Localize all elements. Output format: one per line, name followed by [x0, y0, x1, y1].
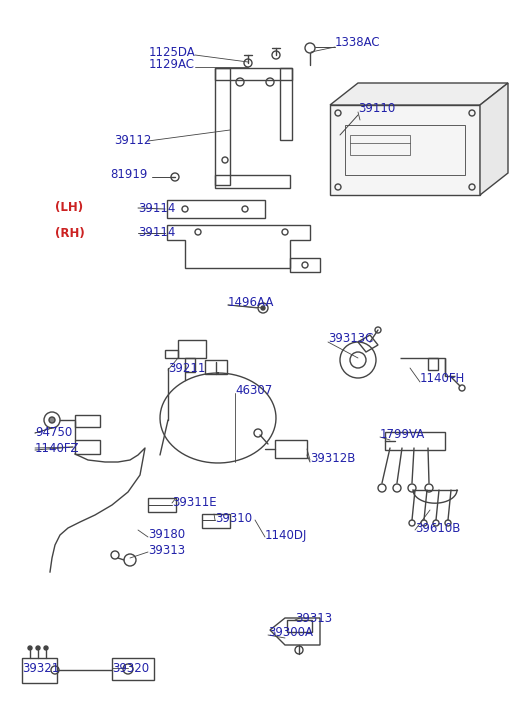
Text: 39311E: 39311E [172, 496, 217, 508]
Circle shape [36, 646, 40, 650]
Text: 1140FZ: 1140FZ [35, 441, 79, 454]
Bar [148, 498, 176, 512]
Bar [345, 125, 465, 175]
Text: 39312B: 39312B [310, 451, 355, 465]
Text: 39610B: 39610B [415, 521, 460, 534]
Bar [112, 658, 154, 680]
Circle shape [49, 417, 55, 423]
Bar [275, 440, 307, 458]
Text: 39310: 39310 [215, 512, 252, 524]
Bar [330, 105, 480, 195]
Text: (RH): (RH) [55, 227, 85, 239]
Bar [385, 432, 445, 450]
Bar [287, 620, 312, 632]
Text: 39300A: 39300A [268, 627, 313, 640]
Text: 39180: 39180 [148, 529, 185, 542]
Circle shape [44, 646, 48, 650]
Text: 39114: 39114 [138, 201, 176, 214]
Text: 1799VA: 1799VA [380, 428, 425, 441]
Text: 39114: 39114 [138, 227, 176, 239]
Text: 39313: 39313 [148, 544, 185, 556]
Text: 94750: 94750 [35, 425, 72, 438]
Text: 1129AC: 1129AC [149, 58, 195, 71]
Text: 39211: 39211 [168, 361, 205, 374]
Circle shape [261, 306, 265, 310]
Bar [75, 440, 100, 454]
Text: 39313: 39313 [295, 611, 332, 624]
Text: 1338AC: 1338AC [335, 36, 380, 49]
Polygon shape [330, 83, 508, 105]
Bar [75, 415, 100, 427]
Bar [22, 658, 57, 683]
Circle shape [28, 646, 32, 650]
Text: 39313C: 39313C [328, 332, 373, 345]
Text: 46307: 46307 [235, 384, 272, 396]
Text: 39321: 39321 [22, 662, 59, 675]
Text: 39112: 39112 [114, 134, 152, 147]
Text: 81919: 81919 [111, 169, 148, 182]
Text: 1125DA: 1125DA [148, 46, 195, 58]
Text: (LH): (LH) [55, 201, 83, 214]
Text: 1496AA: 1496AA [228, 295, 275, 308]
Bar [202, 514, 230, 528]
Text: 39110: 39110 [358, 102, 395, 114]
Bar [350, 135, 410, 155]
Text: 1140DJ: 1140DJ [265, 529, 307, 542]
Bar [205, 360, 227, 374]
Polygon shape [480, 83, 508, 195]
Bar [178, 340, 206, 358]
Text: 39320: 39320 [112, 662, 149, 675]
Text: 1140FH: 1140FH [420, 371, 466, 385]
